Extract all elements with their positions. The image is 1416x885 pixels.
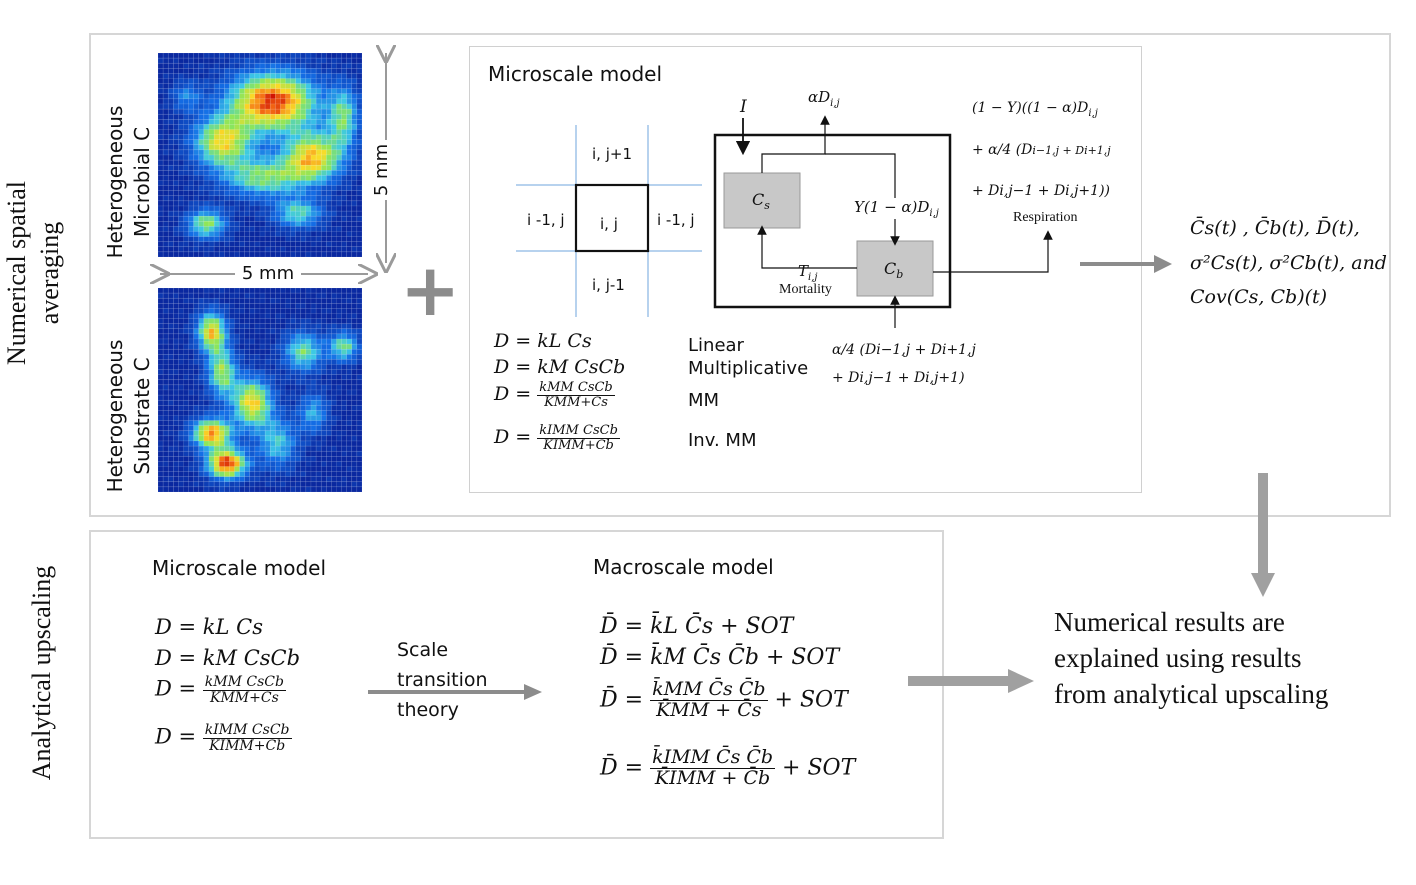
cell-bottom-label: i, j-1 bbox=[592, 276, 625, 294]
analytical-upscaling-panel bbox=[89, 530, 944, 839]
bottom-flux-line2: + Di,j−1 + Di,j+1) bbox=[832, 370, 965, 386]
center-cell bbox=[574, 183, 650, 253]
death-flux-label: αDi,j bbox=[808, 88, 840, 109]
top-eqs-name-1: Linear bbox=[688, 335, 744, 356]
top-eqs-name-3: MM bbox=[688, 390, 720, 411]
microscale-model-box bbox=[469, 46, 1142, 493]
input-flux-label: I bbox=[740, 97, 747, 117]
respiration-line1: (1 − Y)((1 − α)Di,j bbox=[972, 100, 1098, 119]
top-eqs-eq-1: D = kL Cs bbox=[494, 330, 592, 352]
conclusion-arrow bbox=[908, 669, 1034, 693]
substrate-pool-label: Cs bbox=[752, 190, 770, 213]
top-eqs-eq-3: D = kMM CsCb KMM+Cs bbox=[494, 380, 615, 410]
microscale-model-title: Microscale model bbox=[488, 62, 662, 86]
bottom-eqs-eq-4: D = kIMM CsCb KIMM+Cb bbox=[155, 722, 292, 754]
bottom-eqs-eq-1: D = kL Cs bbox=[155, 615, 263, 639]
bottom-eqs-eq-2: D = kM CsCb bbox=[155, 646, 301, 670]
macroscale-model-title: Macroscale model bbox=[593, 555, 774, 579]
top-eqs-name-4: Inv. MM bbox=[688, 430, 757, 451]
output-statistics-line1: C̄s(t) , C̄b(t), D̄(t), bbox=[1190, 217, 1360, 239]
microbial-pool-label: Cb bbox=[884, 259, 904, 282]
transition-label: Scale transition theory bbox=[397, 639, 488, 721]
output-statistics-line3: Cov(Cs, Cb)(t) bbox=[1190, 286, 1328, 308]
respiration-line2: + α/4 (Di−1,j + Di+1,j bbox=[972, 142, 1111, 158]
respiration-label: Respiration bbox=[1013, 210, 1078, 225]
substrate-pool bbox=[723, 172, 801, 229]
respiration-line3: + Di,j−1 + Di,j+1)) bbox=[972, 183, 1110, 199]
cell-boundary bbox=[713, 133, 952, 309]
macro-eqs-eq-3: D̄ = k̄MM C̄s C̄b K̄MM + C̄s + SOT bbox=[600, 678, 848, 721]
microbial-pool bbox=[856, 240, 934, 297]
grid-stencil bbox=[516, 125, 702, 317]
substrate-map-label: Heterogeneous Substrate C bbox=[103, 339, 154, 493]
macro-eqs-eq-4: D̄ = k̄IMM C̄s C̄b K̄IMM + C̄b + SOT bbox=[600, 746, 856, 789]
numerical-averaging-label: Numerical spatial averaging bbox=[2, 180, 64, 366]
vertical-scale-label: 5 mm bbox=[371, 140, 395, 200]
output-statistics-line2: σ²Cs(t), σ²Cb(t), and bbox=[1190, 252, 1387, 274]
top-eqs-name-2: Multiplicative bbox=[688, 358, 809, 379]
mortality-t-label: Ti,j bbox=[798, 262, 818, 283]
bottom-eqs-eq-3: D = kMM CsCb KMM+Cs bbox=[155, 674, 286, 706]
cell-top-label: i, j+1 bbox=[592, 145, 632, 163]
macro-eqs-eq-2: D̄ = k̄M C̄s C̄b + SOT bbox=[600, 645, 840, 670]
cell-left-label: i -1, j bbox=[527, 211, 565, 229]
cell-right-label: i -1, j bbox=[657, 211, 695, 229]
transition-arrow bbox=[368, 684, 542, 700]
cell-center-label: i, j bbox=[600, 215, 618, 233]
substrate-heatmap bbox=[158, 288, 362, 492]
top-eqs-eq-4: D = kIMM CsCb KIMM+Cb bbox=[494, 423, 620, 453]
top-eqs-eq-2: D = kM CsCb bbox=[494, 356, 626, 378]
horizontal-scale-label: 5 mm bbox=[235, 263, 301, 284]
plus-sign: + bbox=[400, 248, 461, 332]
pool-diagram bbox=[713, 115, 1053, 328]
bottom-flux-line1: α/4 (Di−1,j + Di+1,j bbox=[832, 342, 976, 358]
down-arrow bbox=[1251, 473, 1275, 597]
macro-eqs-eq-1: D̄ = k̄L C̄s + SOT bbox=[600, 614, 794, 639]
microbial-heatmap bbox=[158, 53, 362, 257]
output-arrow bbox=[1080, 255, 1172, 273]
yield-flux-label: Y(1 − α)Di,j bbox=[854, 198, 939, 219]
mortality-label: Mortality bbox=[779, 282, 832, 297]
analytical-upscaling-label: Analytical upscaling bbox=[27, 565, 56, 781]
microscale-model-bottom-title: Microscale model bbox=[152, 556, 326, 580]
conclusion-text: Numerical results are explained using re… bbox=[1054, 607, 1329, 709]
